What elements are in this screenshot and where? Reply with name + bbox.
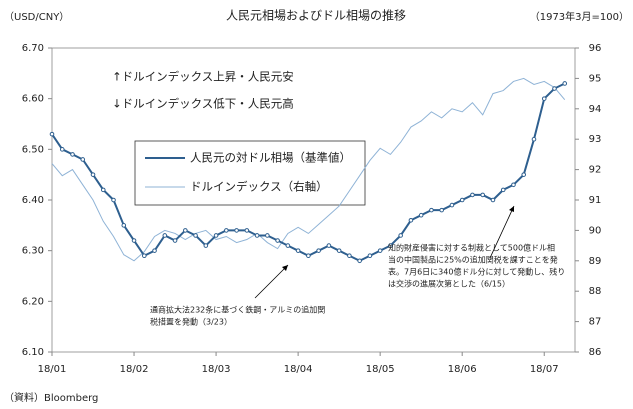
point [244,228,250,233]
point [490,197,496,203]
y-tick-label: 6.70 [22,43,44,54]
point [90,172,96,177]
y-axis-label: （USD/CNY） [4,11,69,23]
point [347,253,352,259]
y2-tick-label: 86 [589,347,602,358]
point [111,197,116,203]
point [500,187,506,193]
point [511,182,516,188]
y2-axis-label: （1973年3月=100） [530,10,629,23]
series-line [51,77,566,262]
x-tick-label: 18/04 [284,364,313,375]
point [49,131,55,137]
point [521,172,527,177]
annotation: ↓ドルインデックス低下・人民元高 [112,97,294,111]
y2-tick-label: 88 [589,286,602,297]
note-arrow [489,205,515,259]
point [141,253,147,259]
point [470,192,475,198]
y2-tick-label: 93 [589,134,602,145]
arrow-head [282,265,288,271]
x-tick-label: 18/01 [38,364,67,375]
point [172,238,178,243]
x-tick-label: 18/03 [202,364,231,375]
point [295,248,301,253]
note: 表。7月6日に340億ドル分に対して発動し、残り [388,267,565,277]
y2-tick-label: 95 [589,73,602,84]
y-tick-label: 6.50 [22,144,44,155]
point [234,228,239,233]
y-tick-label: 6.10 [22,347,44,358]
x-tick-label: 18/06 [448,364,477,375]
point [388,243,393,248]
point [80,157,86,162]
point [377,248,383,253]
y-tick-label: 6.40 [22,195,44,206]
point [203,243,209,248]
y-tick-label: 6.20 [22,296,44,307]
point [531,136,537,142]
point [398,233,403,238]
legend-label: ドルインデックス（右軸） [190,180,328,194]
point [408,217,414,223]
point [162,233,168,238]
note: 当の中国製品に25%の追加関税を課すことを発 [388,255,558,265]
note: 知的財産侵害に対する制裁として500億ドル相 [388,243,555,253]
point [367,253,373,259]
point [429,207,434,213]
x-tick-label: 18/07 [530,364,559,375]
point [213,233,219,238]
y2-tick-label: 89 [589,256,602,267]
note-arrow [254,264,289,299]
y2-tick-label: 90 [589,225,602,236]
y-tick-label: 6.30 [22,246,44,257]
annotation: ↑ドルインデックス上昇・人民元安 [112,70,294,84]
point [439,207,444,213]
legend-box [134,140,366,206]
arrow-head [509,206,514,212]
point [183,228,188,233]
point [224,228,229,233]
point [449,202,455,208]
point [541,96,547,101]
y2-tick-label: 94 [589,104,602,115]
x-tick-label: 18/02 [120,364,149,375]
point [100,187,106,193]
point [552,86,557,91]
point [193,233,198,238]
point [480,192,486,198]
chart-title: 人民元相場およびドル相場の推移 [226,9,406,23]
y2-tick-label: 87 [589,317,602,328]
point [275,238,280,243]
point [418,212,424,218]
point [357,258,362,264]
note: 通商拡大法232条に基づく鉄鋼・アルミの追加関 [150,305,325,315]
point [306,253,311,259]
point [459,197,465,203]
point [121,223,127,228]
point [336,248,342,253]
point [254,233,260,238]
source: （資料）Bloomberg [4,391,98,404]
point [326,243,332,248]
y2-tick-label: 92 [589,165,602,176]
y2-tick-label: 91 [589,195,602,206]
note: 税措置を発動（3/23） [150,317,232,327]
point [562,81,568,86]
y2-tick-label: 96 [589,43,602,54]
point [285,243,291,248]
point [316,248,321,253]
point [265,233,270,238]
point [70,152,75,157]
y-tick-label: 6.60 [22,94,44,105]
x-tick-label: 18/05 [366,364,395,375]
legend-label: 人民元の対ドル相場（基準値） [190,151,351,165]
point [131,238,137,243]
point [152,248,157,253]
note: は交渉の進展次第とした（6/15） [388,279,510,289]
point [59,147,65,152]
